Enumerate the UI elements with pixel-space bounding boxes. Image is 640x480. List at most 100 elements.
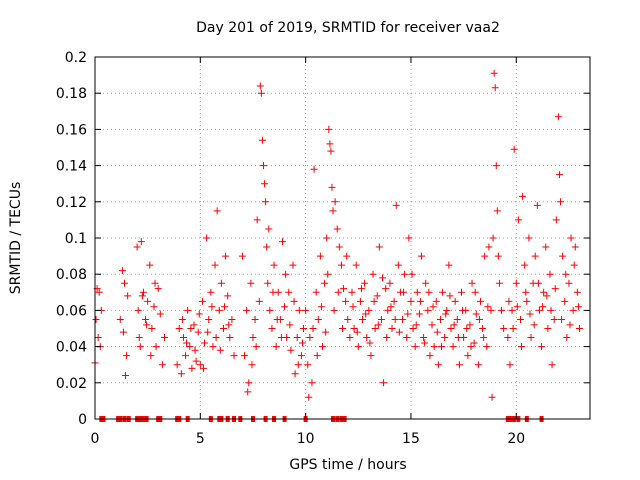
data-point	[546, 270, 554, 278]
data-point	[226, 334, 234, 342]
data-point	[144, 297, 152, 305]
data-point	[467, 343, 475, 351]
data-point	[295, 306, 303, 314]
y-tick-label: 0.1	[65, 231, 87, 247]
data-point	[386, 279, 394, 287]
data-point	[245, 379, 253, 387]
data-point	[420, 334, 428, 342]
data-point	[408, 270, 416, 278]
data-point	[177, 370, 185, 378]
data-point	[150, 303, 158, 311]
data-point	[346, 334, 354, 342]
data-point	[333, 225, 341, 233]
data-point	[354, 343, 362, 351]
data-point	[447, 325, 455, 332]
data-point	[290, 297, 298, 305]
data-point	[415, 310, 423, 318]
data-point	[268, 325, 276, 332]
data-point	[314, 315, 322, 323]
data-point	[481, 252, 489, 260]
data-point	[323, 234, 331, 242]
data-point	[574, 303, 582, 311]
data-point	[216, 346, 224, 354]
data-point	[538, 343, 546, 351]
data-point	[324, 270, 332, 278]
y-tick-labels: 0 0.02 0.04 0.06 0.08 0.1 0.12 0.14 0.16 0.18 0.2	[56, 50, 87, 428]
data-point	[438, 343, 445, 351]
data-point	[337, 261, 345, 269]
data-point	[470, 339, 478, 347]
data-point	[304, 361, 312, 369]
data-point	[421, 339, 429, 347]
data-point	[256, 82, 264, 90]
data-point	[221, 303, 229, 311]
data-point	[325, 125, 333, 133]
data-point	[173, 361, 181, 369]
data-point	[383, 334, 391, 342]
data-point	[400, 288, 408, 296]
data-point	[244, 388, 252, 396]
data-point	[466, 321, 474, 329]
data-point	[308, 379, 316, 387]
data-point	[449, 343, 457, 351]
data-point	[215, 306, 223, 314]
data-point	[353, 328, 361, 336]
data-point	[207, 288, 215, 296]
data-point	[563, 334, 571, 342]
data-point	[217, 279, 225, 287]
data-point	[523, 297, 531, 305]
chart-title: Day 201 of 2019, SRMTID for receiver vaa…	[196, 20, 500, 36]
data-point	[344, 315, 352, 323]
data-point	[262, 198, 270, 206]
data-point	[255, 297, 263, 305]
data-point	[433, 328, 441, 336]
data-point	[424, 306, 432, 314]
data-point	[483, 343, 491, 351]
data-point	[412, 321, 420, 329]
data-point	[298, 339, 306, 347]
data-point	[356, 297, 364, 305]
data-point	[134, 306, 142, 314]
data-point	[527, 334, 535, 342]
data-point	[306, 334, 314, 342]
data-point	[219, 325, 227, 332]
data-point	[542, 243, 550, 251]
data-point	[335, 243, 343, 251]
data-point	[297, 352, 305, 360]
data-point	[518, 343, 526, 351]
data-point	[363, 334, 371, 342]
data-point	[494, 252, 502, 260]
data-point	[521, 261, 529, 269]
data-point	[272, 343, 280, 351]
data-point	[526, 310, 534, 318]
data-point	[362, 310, 370, 318]
data-point	[525, 234, 533, 242]
data-point	[190, 321, 198, 329]
data-point	[201, 339, 209, 347]
data-point	[495, 279, 503, 287]
data-point	[392, 201, 400, 209]
data-point	[394, 261, 402, 269]
data-point	[387, 303, 395, 311]
data-point	[291, 370, 299, 378]
data-point	[289, 261, 297, 269]
data-point	[405, 234, 413, 242]
data-point	[439, 288, 447, 296]
data-point	[183, 339, 191, 347]
data-point	[562, 270, 570, 278]
axis-ticks	[94, 56, 590, 420]
data-point	[404, 310, 412, 318]
data-point	[516, 315, 524, 323]
data-point	[417, 252, 425, 260]
grid-lines	[95, 57, 590, 419]
data-point	[209, 343, 217, 351]
data-point	[446, 292, 454, 300]
data-point	[278, 238, 286, 246]
data-point	[118, 267, 126, 275]
data-point	[243, 306, 251, 314]
data-point	[293, 334, 301, 342]
data-point	[425, 288, 433, 296]
data-point	[571, 243, 579, 251]
data-point	[139, 288, 147, 296]
data-point	[485, 243, 493, 251]
